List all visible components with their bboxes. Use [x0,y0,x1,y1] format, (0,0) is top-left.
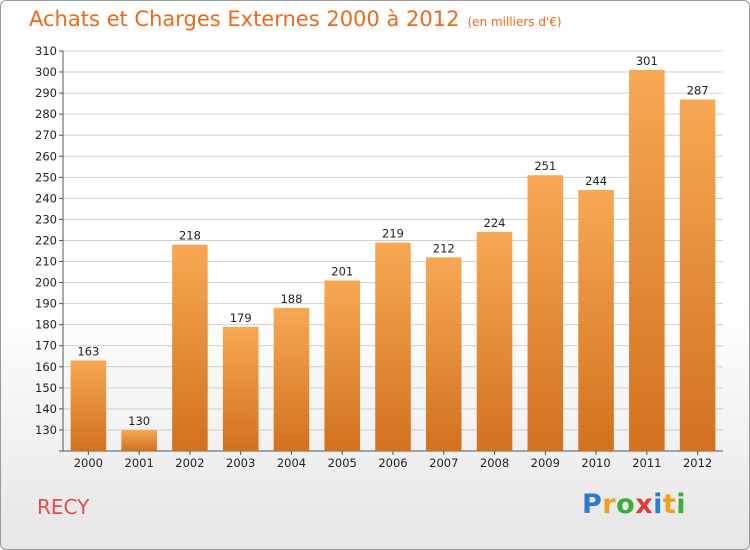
y-tick-label: 200 [35,276,57,290]
bar [70,360,107,451]
y-tick-label: 260 [35,149,57,163]
bar [679,99,716,451]
data-label: 130 [128,414,150,428]
data-label: 224 [484,216,506,230]
y-tick-label: 280 [35,107,57,121]
y-tick-label: 210 [35,255,57,269]
data-label: 287 [687,83,709,97]
x-tick-label: 2008 [480,456,509,470]
chart-title-text: Achats et Charges Externes 2000 à 2012 [29,7,460,31]
bars [70,69,716,452]
y-tick-label: 230 [35,212,57,226]
logo-letter: o [616,489,636,520]
data-label: 163 [77,344,99,358]
y-tick-label: 130 [35,423,57,437]
data-label: 301 [636,54,658,68]
y-tick-label: 170 [35,339,57,353]
bar [578,189,614,451]
bar [375,242,411,451]
x-tick-label: 2006 [378,456,407,470]
x-tick-label: 2004 [277,456,306,470]
logo-letter: t [662,489,677,520]
y-tick-label: 180 [35,318,57,332]
bar [324,280,360,451]
logo-letter: P [582,489,603,520]
data-label: 179 [230,311,252,325]
y-tick-label: 310 [35,44,57,58]
data-label: 251 [534,159,556,173]
y-tick-label: 220 [35,233,57,247]
proxiti-logo: Proxiti [582,489,686,520]
y-tick-label: 250 [35,170,57,184]
chart-unit: (en milliers d'€) [467,15,562,29]
data-label: 218 [179,229,201,243]
y-tick-label: 160 [35,360,57,374]
data-label: 244 [585,174,607,188]
bar [527,175,564,452]
labels: 2000 163 2001 130 2002 218 2003 179 2004 188 2005 2… [74,54,713,470]
x-tick-label: 2000 [74,456,103,470]
x-tick-label: 2001 [125,456,154,470]
x-tick-label: 2002 [175,456,204,470]
logo-letter: i [653,489,663,520]
data-label: 219 [382,227,404,241]
bar [121,429,157,451]
commune-name: RECY [37,495,90,519]
bar [273,307,310,451]
logo-letter: i [676,489,687,520]
bar [222,326,259,451]
x-tick-label: 2012 [683,456,712,470]
y-tick-label: 150 [35,381,57,395]
chart-title: Achats et Charges Externes 2000 à 2012 (e… [29,7,562,31]
y-tick-label: 300 [35,65,57,79]
x-tick-label: 2009 [531,456,560,470]
y-tick-label: 270 [35,128,57,142]
data-label: 188 [280,292,302,306]
x-tick-label: 2010 [581,456,610,470]
data-label: 201 [331,264,353,278]
bar [476,232,513,451]
x-tick-label: 2005 [328,456,357,470]
bar [426,257,462,451]
y-tick-label: 240 [35,191,57,205]
logo-letter: r [602,489,617,520]
logo-letter: x [635,489,654,520]
x-tick-label: 2007 [429,456,458,470]
y-tick-label: 290 [35,86,57,100]
y-tick-label: 190 [35,297,57,311]
data-label: 212 [433,241,455,255]
bar [629,69,665,452]
x-tick-label: 2003 [226,456,255,470]
bar [172,244,208,451]
y-tick-label: 140 [35,402,57,416]
x-tick-label: 2011 [632,456,661,470]
